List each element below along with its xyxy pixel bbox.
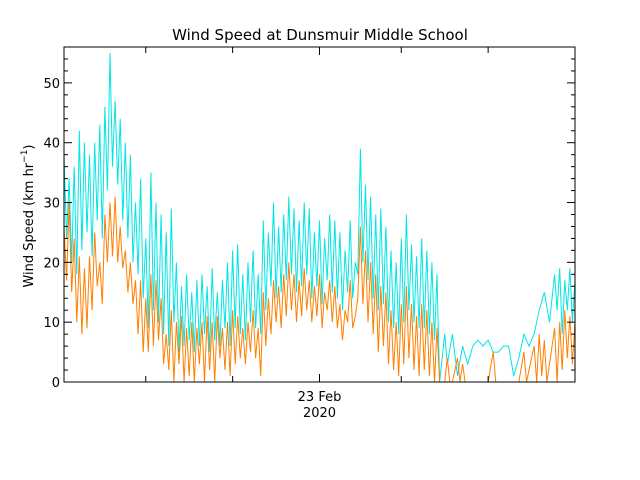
- series-line-gust: [63, 52, 576, 383]
- y-axis-label-main: Wind Speed (km hr: [22, 162, 37, 287]
- series-layer: [63, 52, 576, 383]
- chart-title: Wind Speed at Dunsmuir Middle School: [172, 26, 468, 44]
- series-line-average: [63, 196, 576, 383]
- y-tick-label: 40: [43, 137, 60, 152]
- y-tick-label: 10: [43, 316, 60, 331]
- y-axis-label-superscript: −1: [20, 150, 30, 163]
- y-axis-ticks: 0 10 20 30 40 50: [43, 46, 575, 391]
- y-axis-label-close: ): [22, 144, 37, 149]
- y-tick-label: 30: [43, 197, 60, 212]
- x-tick-label-date: 23 Feb: [298, 390, 342, 405]
- y-tick-label: 20: [43, 256, 60, 271]
- y-axis-label: Wind Speed (km hr−1): [20, 144, 37, 287]
- y-tick-label: 50: [43, 77, 60, 92]
- x-tick-label-year: 2020: [303, 406, 336, 421]
- y-tick-label: 0: [52, 376, 60, 391]
